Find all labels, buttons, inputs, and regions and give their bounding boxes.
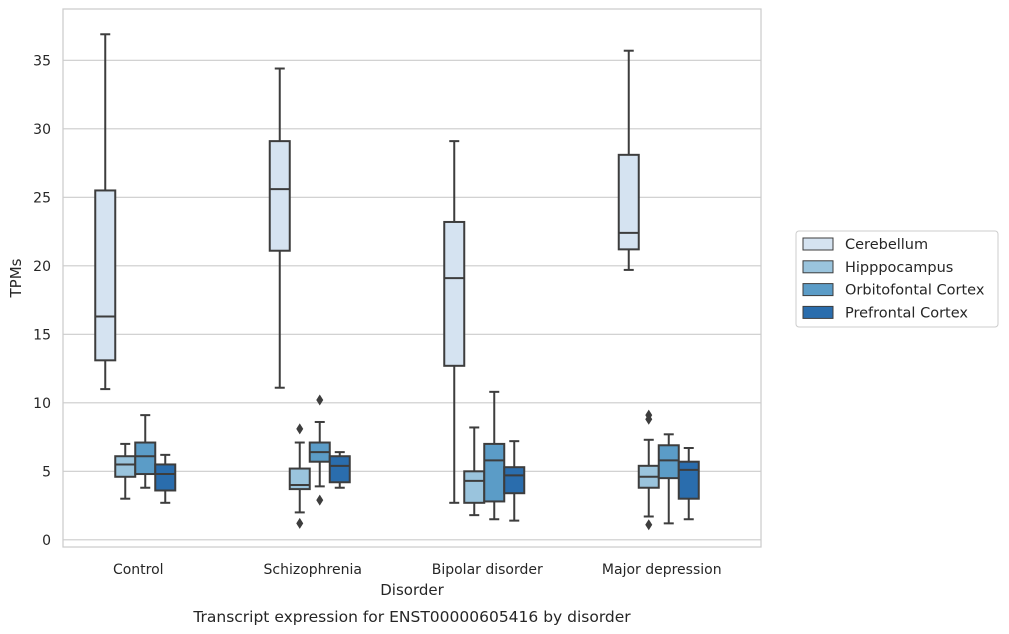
y-tick-label: 20 xyxy=(33,259,51,275)
legend-label: Orbitofontal Cortex xyxy=(845,283,985,299)
legend-label: Cerebellum xyxy=(845,237,928,253)
box-body xyxy=(154,463,177,492)
plot-area xyxy=(62,8,762,548)
y-tick-labels: 0 5 10 15 20 25 30 35 xyxy=(33,53,51,549)
outlier-point xyxy=(645,413,653,425)
box-4 xyxy=(328,451,351,489)
y-tick-label: 15 xyxy=(33,327,51,343)
box-body xyxy=(288,467,311,491)
legend-swatch xyxy=(802,260,834,274)
box-2 xyxy=(463,426,486,517)
box-body xyxy=(114,455,137,478)
y-tick-label: 5 xyxy=(42,464,51,480)
x-tick-label: Control xyxy=(113,562,164,578)
box-3 xyxy=(308,394,331,506)
legend-swatch xyxy=(802,237,834,251)
box-body xyxy=(443,220,466,367)
y-tick-label: 35 xyxy=(33,53,51,69)
outlier-point xyxy=(296,517,304,529)
box-body xyxy=(677,460,700,500)
x-tick-label: Bipolar disorder xyxy=(432,562,543,578)
box-body xyxy=(657,444,680,480)
y-tick-label: 0 xyxy=(42,533,51,549)
outlier-point xyxy=(316,494,324,506)
legend-frame xyxy=(795,230,999,328)
chart-caption: Transcript expression for ENST0000060541… xyxy=(192,608,631,626)
outlier-point xyxy=(645,519,653,531)
box-1 xyxy=(94,33,117,391)
y-tick-label: 30 xyxy=(33,122,51,138)
box-body xyxy=(503,466,526,495)
box-groups xyxy=(94,33,700,531)
box-1 xyxy=(617,49,640,271)
legend: Cerebellum Hipppocampus Orbitofontal Corte… xyxy=(795,230,999,328)
box-body xyxy=(483,442,506,503)
box-body xyxy=(94,189,117,362)
box-4 xyxy=(154,453,177,504)
legend-label: Prefrontal Cortex xyxy=(845,305,968,321)
legend-swatch xyxy=(802,305,834,319)
legend-swatch xyxy=(802,283,834,297)
legend-label: Hipppocampus xyxy=(845,260,953,276)
box-body xyxy=(328,455,351,484)
box-body xyxy=(134,441,157,476)
box-4 xyxy=(503,440,526,522)
box-body xyxy=(268,140,291,252)
y-tick-label: 10 xyxy=(33,396,51,412)
box-4 xyxy=(677,447,700,521)
box-2 xyxy=(288,423,311,529)
box-body xyxy=(617,153,640,251)
outlier-point xyxy=(296,423,304,435)
box-1 xyxy=(268,67,291,389)
outlier-point xyxy=(316,394,324,406)
x-tick-label: Major depression xyxy=(602,562,722,578)
x-axis-label: Disorder xyxy=(380,581,444,599)
box-body xyxy=(463,470,486,504)
box-3 xyxy=(483,390,506,521)
box-3 xyxy=(134,414,157,489)
y-tick-label: 25 xyxy=(33,190,51,206)
y-axis-label: TPMs xyxy=(7,258,25,298)
box-1 xyxy=(443,140,466,504)
x-tick-labels: Control Schizophrenia Bipolar disorder Majo… xyxy=(113,562,722,578)
x-tick-label: Schizophrenia xyxy=(264,562,362,578)
